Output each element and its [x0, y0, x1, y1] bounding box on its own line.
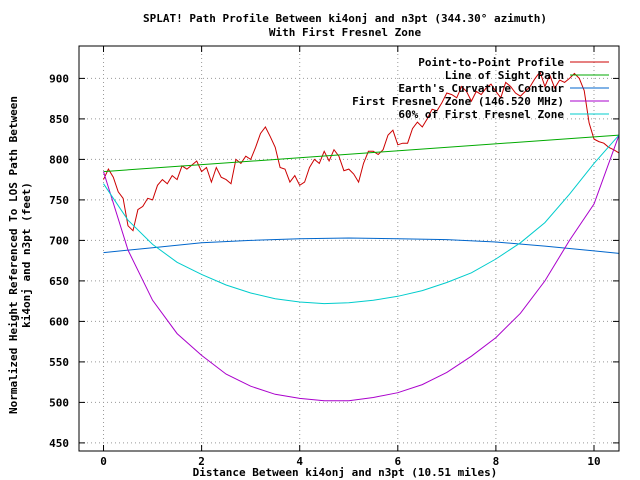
y-tick-label: 550: [49, 356, 69, 369]
x-tick-label: 4: [296, 455, 303, 468]
y-tick-label: 500: [49, 396, 69, 409]
x-tick-label: 8: [493, 455, 500, 468]
axis-ticks: 450 500 550 600 650 700 750 800 850 900 0 2 4 6 8 10: [49, 46, 619, 468]
series-line-2: [103, 237, 620, 254]
x-tick-label: 2: [198, 455, 205, 468]
legend-label-3: First Fresnel Zone (146.520 MHz): [352, 95, 564, 108]
y-tick-label: 650: [49, 275, 69, 288]
plot-frame: [78, 45, 620, 452]
y-tick-label: 850: [49, 113, 69, 126]
series-line-3: [103, 134, 620, 402]
y-tick-label: 800: [49, 153, 69, 166]
y-axis-label-line-1: Normalized Height Referenced To LOS Path…: [7, 96, 20, 414]
legend-label-4: 60% of First Fresnel Zone: [398, 108, 564, 121]
legend-label-0: Point-to-Point Profile: [418, 56, 564, 69]
series-line-4: [103, 134, 620, 305]
y-tick-label: 600: [49, 315, 69, 328]
legend-label-1: Line of Sight Path: [445, 69, 564, 82]
data-series: [103, 70, 620, 402]
legend-label-2: Earth's Curvature Contour: [398, 82, 564, 95]
series-line-0: [103, 70, 620, 232]
chart-subtitle: With First Fresnel Zone: [269, 26, 422, 39]
x-tick-label: 10: [587, 455, 600, 468]
y-tick-label: 750: [49, 194, 69, 207]
series-line-1: [103, 134, 620, 173]
y-tick-label: 450: [49, 437, 69, 450]
y-axis-label-line-2: ki4onj and n3pt (feet): [20, 182, 33, 328]
y-tick-label: 700: [49, 234, 69, 247]
y-tick-label: 900: [49, 72, 69, 85]
x-axis-label: Distance Between ki4onj and n3pt (10.51 …: [193, 466, 498, 479]
chart-title: SPLAT! Path Profile Between ki4onj and n…: [143, 12, 547, 25]
x-tick-label: 6: [394, 455, 401, 468]
y-axis-label-group: Normalized Height Referenced To LOS Path…: [7, 96, 33, 414]
x-tick-label: 0: [100, 455, 107, 468]
